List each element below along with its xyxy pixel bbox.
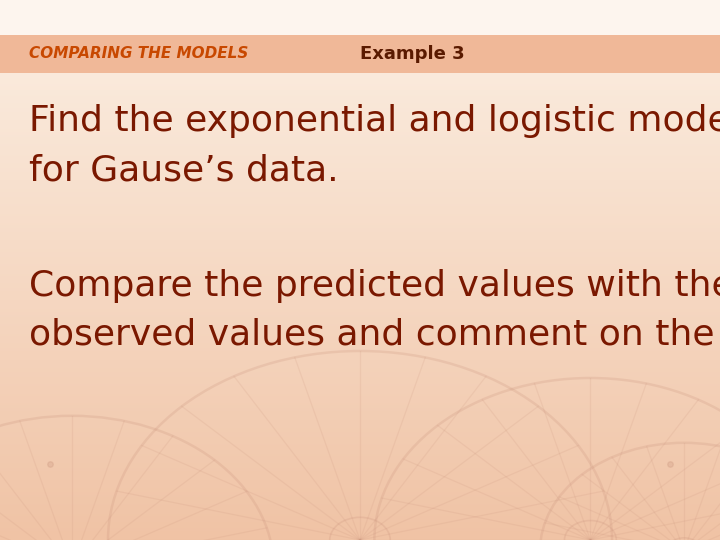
Text: observed values and comment on the fit.: observed values and comment on the fit. bbox=[29, 318, 720, 352]
Text: Find the exponential and logistic models: Find the exponential and logistic models bbox=[29, 105, 720, 138]
Text: COMPARING THE MODELS: COMPARING THE MODELS bbox=[29, 46, 248, 62]
Bar bbox=[0, 0, 720, 35]
Bar bbox=[0, 35, 720, 73]
Text: Compare the predicted values with the: Compare the predicted values with the bbox=[29, 269, 720, 303]
Text: Example 3: Example 3 bbox=[360, 45, 464, 63]
Text: for Gause’s data.: for Gause’s data. bbox=[29, 153, 338, 187]
